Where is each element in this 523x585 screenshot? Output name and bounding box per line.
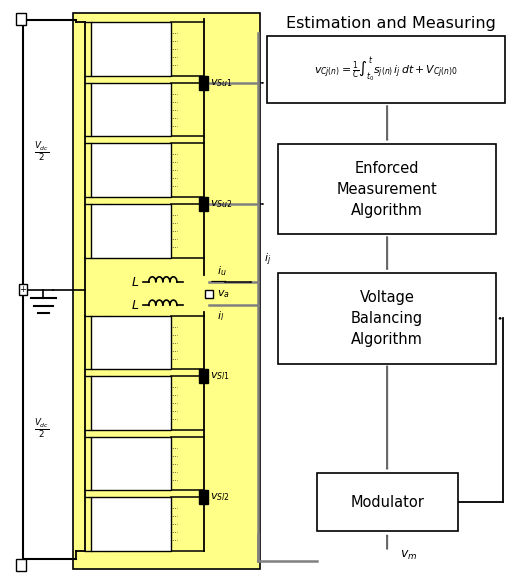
Bar [73, 13, 260, 569]
Bar [73, 13, 260, 569]
Text: $v_{Su1}$: $v_{Su1}$ [210, 77, 233, 89]
Bar [206, 290, 212, 298]
Bar [199, 197, 209, 211]
Bar [19, 284, 27, 295]
Bar [316, 473, 458, 531]
Text: $i_j$: $i_j$ [264, 252, 271, 268]
Text: $\frac{V_{dc}}{2}$: $\frac{V_{dc}}{2}$ [33, 418, 49, 441]
Text: $v_a$: $v_a$ [217, 288, 230, 300]
Bar [199, 490, 209, 504]
Bar [91, 376, 170, 430]
Bar [91, 316, 170, 369]
Text: $v_{Su2}$: $v_{Su2}$ [210, 198, 233, 210]
Bar [91, 204, 170, 257]
Text: Voltage
Balancing
Algorithm: Voltage Balancing Algorithm [351, 290, 423, 347]
Text: $v_{Cj(n)}=\frac{1}{C}\int_{t_0}^{t}s_{j(n)}\, i_j\, dt + V_{Cj(n)0}$: $v_{Cj(n)}=\frac{1}{C}\int_{t_0}^{t}s_{j… [314, 56, 458, 84]
Text: Enforced
Measurement
Algorithm: Enforced Measurement Algorithm [337, 161, 437, 218]
Text: $L$: $L$ [131, 299, 139, 312]
Text: Modulator: Modulator [350, 494, 424, 510]
Bar [91, 83, 170, 136]
Bar [267, 36, 505, 104]
Text: $L$: $L$ [131, 276, 139, 288]
Text: $v_{Sl2}$: $v_{Sl2}$ [210, 491, 230, 503]
Bar [278, 273, 496, 363]
Text: $v_{Sl1}$: $v_{Sl1}$ [210, 370, 230, 382]
Text: Estimation and Measuring: Estimation and Measuring [286, 16, 496, 31]
Bar [16, 559, 26, 571]
Bar [91, 497, 170, 551]
Bar [91, 437, 170, 490]
Bar [91, 22, 170, 76]
Text: $v_m$: $v_m$ [400, 549, 417, 562]
Text: +: + [19, 285, 26, 294]
Bar [278, 144, 496, 234]
Text: $\frac{V_{dc}}{2}$: $\frac{V_{dc}}{2}$ [33, 141, 49, 164]
Bar [91, 143, 170, 197]
Text: $i_l$: $i_l$ [217, 309, 224, 323]
Bar [16, 13, 26, 25]
Bar [199, 76, 209, 90]
Text: $i_u$: $i_u$ [217, 264, 226, 278]
Bar [199, 369, 209, 383]
